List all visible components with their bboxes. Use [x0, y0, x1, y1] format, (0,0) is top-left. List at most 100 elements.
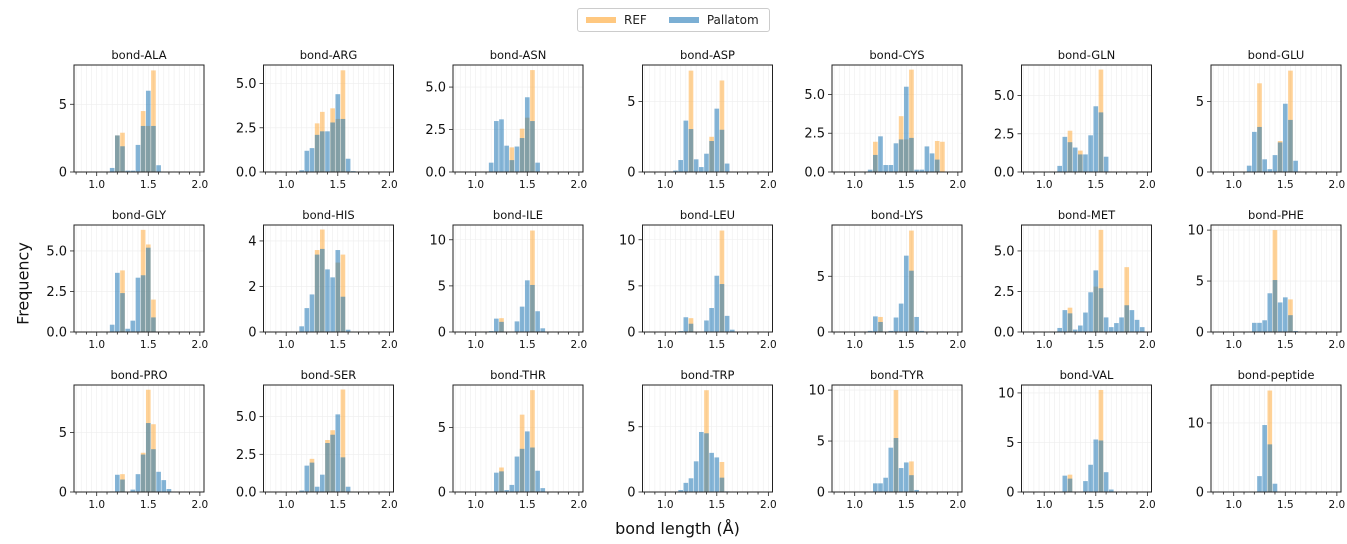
- panel-bond-ASP: 1.0 1.5 2.0 0 5 bond-ASP: [627, 48, 777, 191]
- y-tick-label: 5: [627, 420, 635, 435]
- bar-pallatom: [893, 437, 899, 492]
- bar-pallatom: [530, 121, 535, 172]
- y-tick-label: 5.0: [804, 88, 825, 103]
- y-tick-label: 5: [1006, 436, 1014, 451]
- x-tick-label: 1.5: [329, 499, 346, 511]
- y-tick-label: 0: [438, 326, 446, 341]
- bar-pallatom: [709, 141, 714, 172]
- bar-pallatom: [1252, 131, 1257, 172]
- x-tick-label: 2.0: [571, 179, 588, 191]
- y-tick-label: 5: [59, 426, 67, 441]
- y-tick-label: 5.0: [425, 81, 446, 96]
- x-tick-label: 1.5: [708, 499, 725, 511]
- y-tick-label: 10: [998, 386, 1015, 401]
- bar-ref: [1124, 267, 1130, 332]
- bar-pallatom: [140, 454, 146, 492]
- y-tick-label: 0: [59, 486, 67, 501]
- axes-frame: [831, 384, 963, 493]
- y-tick-label: 10: [1187, 224, 1204, 239]
- bar-pallatom: [719, 284, 725, 332]
- panel-title: bond-HIS: [302, 208, 354, 222]
- x-tick-label: 1.5: [519, 179, 536, 191]
- y-tick-label: 0: [627, 166, 635, 181]
- x-tick-label: 1.5: [1087, 179, 1104, 191]
- bar-pallatom: [314, 254, 320, 332]
- bar-ref: [934, 140, 940, 172]
- panel-title: bond-CYS: [869, 48, 924, 62]
- panel-title: bond-ASP: [680, 48, 735, 62]
- x-tick-label: 1.0: [657, 339, 674, 351]
- bar-pallatom: [345, 486, 351, 492]
- bar-pallatom: [494, 472, 499, 492]
- bar-pallatom: [304, 308, 310, 332]
- bar-pallatom: [883, 477, 888, 492]
- bar-pallatom: [540, 488, 546, 492]
- bar-pallatom: [714, 457, 720, 492]
- x-tick-label: 1.0: [467, 179, 484, 191]
- bar-pallatom: [156, 165, 161, 172]
- axes-frame: [263, 64, 394, 173]
- bar-ref: [151, 70, 156, 172]
- bar-pallatom: [1108, 489, 1114, 492]
- bar-pallatom: [719, 129, 725, 172]
- x-tick-label: 2.0: [1139, 179, 1156, 191]
- bar-pallatom: [924, 146, 930, 172]
- bar-pallatom: [1282, 297, 1288, 332]
- axes-frame: [642, 384, 773, 493]
- x-tick-label: 2.0: [571, 339, 588, 351]
- y-tick-label: 2.5: [236, 448, 257, 463]
- bar-pallatom: [304, 150, 310, 172]
- x-tick-label: 1.5: [898, 499, 915, 511]
- bar-pallatom: [524, 97, 530, 172]
- bar-pallatom: [934, 159, 940, 172]
- panel-title: bond-GLU: [1248, 48, 1305, 62]
- legend-label-pallatom: Pallatom: [706, 13, 759, 27]
- bar-pallatom: [140, 125, 146, 172]
- axes-frame: [642, 64, 773, 173]
- y-tick-label: 5: [1196, 275, 1204, 290]
- panel-title: bond-LEU: [680, 208, 735, 222]
- panel-bond-PRO: 1.0 1.5 2.0 0 5 bond-PRO: [59, 368, 209, 511]
- x-tick-label: 1.5: [329, 179, 346, 191]
- panel-title: bond-LYS: [871, 208, 923, 222]
- bar-pallatom: [914, 489, 919, 492]
- bar-pallatom: [914, 316, 919, 332]
- y-tick-label: 5: [817, 270, 825, 285]
- legend-label-ref: REF: [624, 13, 647, 27]
- axes-frame: [642, 224, 773, 333]
- axes-frame: [73, 64, 205, 173]
- x-tick-label: 2.0: [950, 339, 967, 351]
- bar-ref: [340, 254, 346, 332]
- bar-pallatom: [698, 431, 704, 492]
- bar-pallatom: [519, 448, 525, 492]
- bar-pallatom: [1267, 444, 1273, 492]
- x-tick-label: 2.0: [381, 499, 398, 511]
- bar-pallatom: [330, 277, 335, 332]
- bar-pallatom: [156, 471, 161, 492]
- bar-pallatom: [1072, 147, 1078, 172]
- y-tick-label: 5.0: [236, 77, 257, 92]
- panel-bond-ALA: 1.0 1.5 2.0 0 5 bond-ALA: [59, 48, 209, 191]
- x-tick-label: 1.0: [1036, 499, 1053, 511]
- axes-frame: [263, 224, 394, 333]
- bar-pallatom: [919, 169, 925, 172]
- y-tick-label: 0: [248, 326, 256, 341]
- y-tick-label: 5: [1196, 95, 1204, 110]
- bar-pallatom: [151, 317, 156, 332]
- bar-pallatom: [1083, 154, 1088, 172]
- bar-pallatom: [140, 275, 146, 332]
- axes-frame: [1210, 64, 1342, 173]
- bar-pallatom: [530, 447, 535, 492]
- x-tick-label: 2.0: [381, 339, 398, 351]
- bar-pallatom: [914, 169, 919, 172]
- bar-pallatom: [519, 138, 525, 172]
- bar-pallatom: [1262, 320, 1267, 332]
- axes-frame: [1021, 384, 1152, 493]
- bar-pallatom: [1257, 476, 1262, 492]
- bar-pallatom: [888, 165, 894, 172]
- bar-pallatom: [693, 159, 699, 172]
- bar-pallatom: [488, 162, 494, 172]
- y-tick-label: 10: [429, 233, 446, 248]
- bar-pallatom: [1267, 293, 1273, 332]
